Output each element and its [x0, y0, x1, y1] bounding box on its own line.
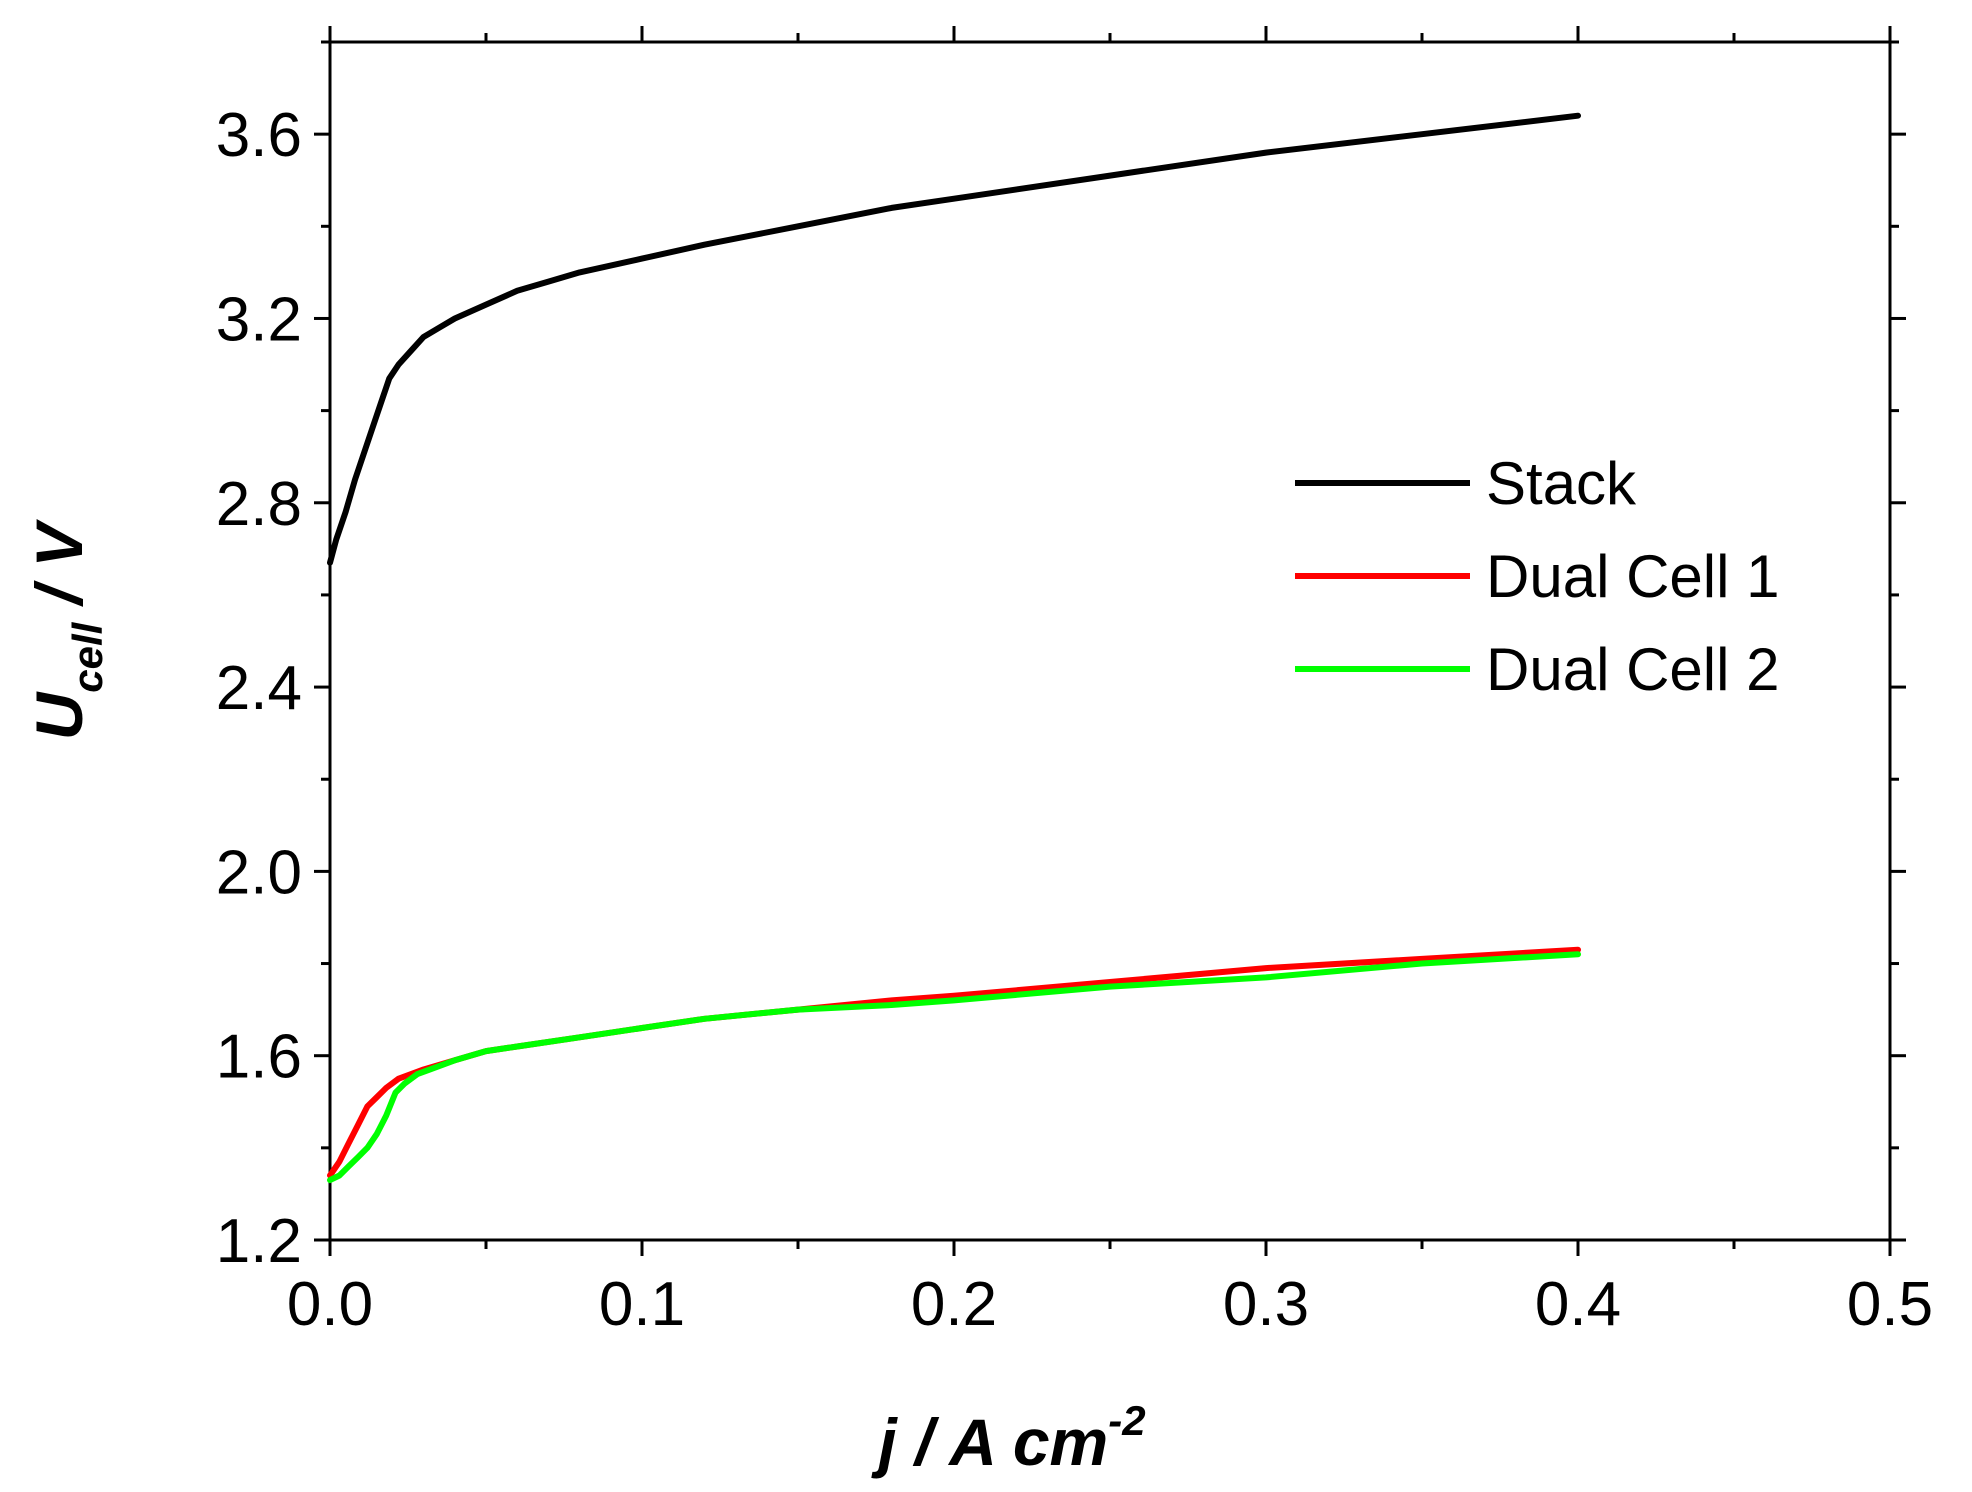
x-tick-label: 0.4 — [1535, 1270, 1621, 1339]
x-axis-title-main: j / A cm — [870, 1405, 1108, 1479]
x-tick-label: 0.2 — [911, 1270, 997, 1339]
axis-tick-labels: 0.0 0.1 0.2 0.3 0.4 0.5 1.2 1.6 2.0 2.4 2.8 3.2 3.6 — [216, 101, 1933, 1339]
x-tick-label: 0.3 — [1223, 1270, 1309, 1339]
x-axis-title-sup: -2 — [1108, 1397, 1145, 1444]
series-line-dual-cell-2 — [327, 951, 1581, 1184]
series-line-stack — [327, 112, 1581, 566]
legend-label: Dual Cell 1 — [1486, 543, 1779, 610]
x-tick-label: 0.5 — [1847, 1270, 1933, 1339]
y-tick-label: 2.4 — [216, 654, 302, 723]
axis-ticks — [314, 26, 1906, 1256]
legend-label: Stack — [1486, 450, 1637, 517]
y-axis-title-sub: cell — [64, 621, 111, 692]
y-axis-title: Ucell / V — [22, 519, 111, 741]
y-axis-title-main: U — [22, 690, 96, 740]
y-tick-label: 2.8 — [216, 470, 302, 539]
y-axis-title-rest: / V — [22, 519, 96, 623]
y-tick-label: 1.6 — [216, 1023, 302, 1092]
y-tick-label: 2.0 — [216, 838, 302, 907]
y-tick-label: 3.6 — [216, 101, 302, 170]
x-axis-title: j / A cm-2 — [870, 1397, 1145, 1479]
y-tick-label: 1.2 — [216, 1207, 302, 1276]
series-lines — [327, 112, 1581, 1184]
legend-label: Dual Cell 2 — [1486, 636, 1779, 703]
legend: Stack Dual Cell 1 Dual Cell 2 — [1295, 450, 1779, 703]
x-tick-label: 0.0 — [287, 1270, 373, 1339]
y-tick-label: 3.2 — [216, 285, 302, 354]
x-tick-label: 0.1 — [599, 1270, 685, 1339]
